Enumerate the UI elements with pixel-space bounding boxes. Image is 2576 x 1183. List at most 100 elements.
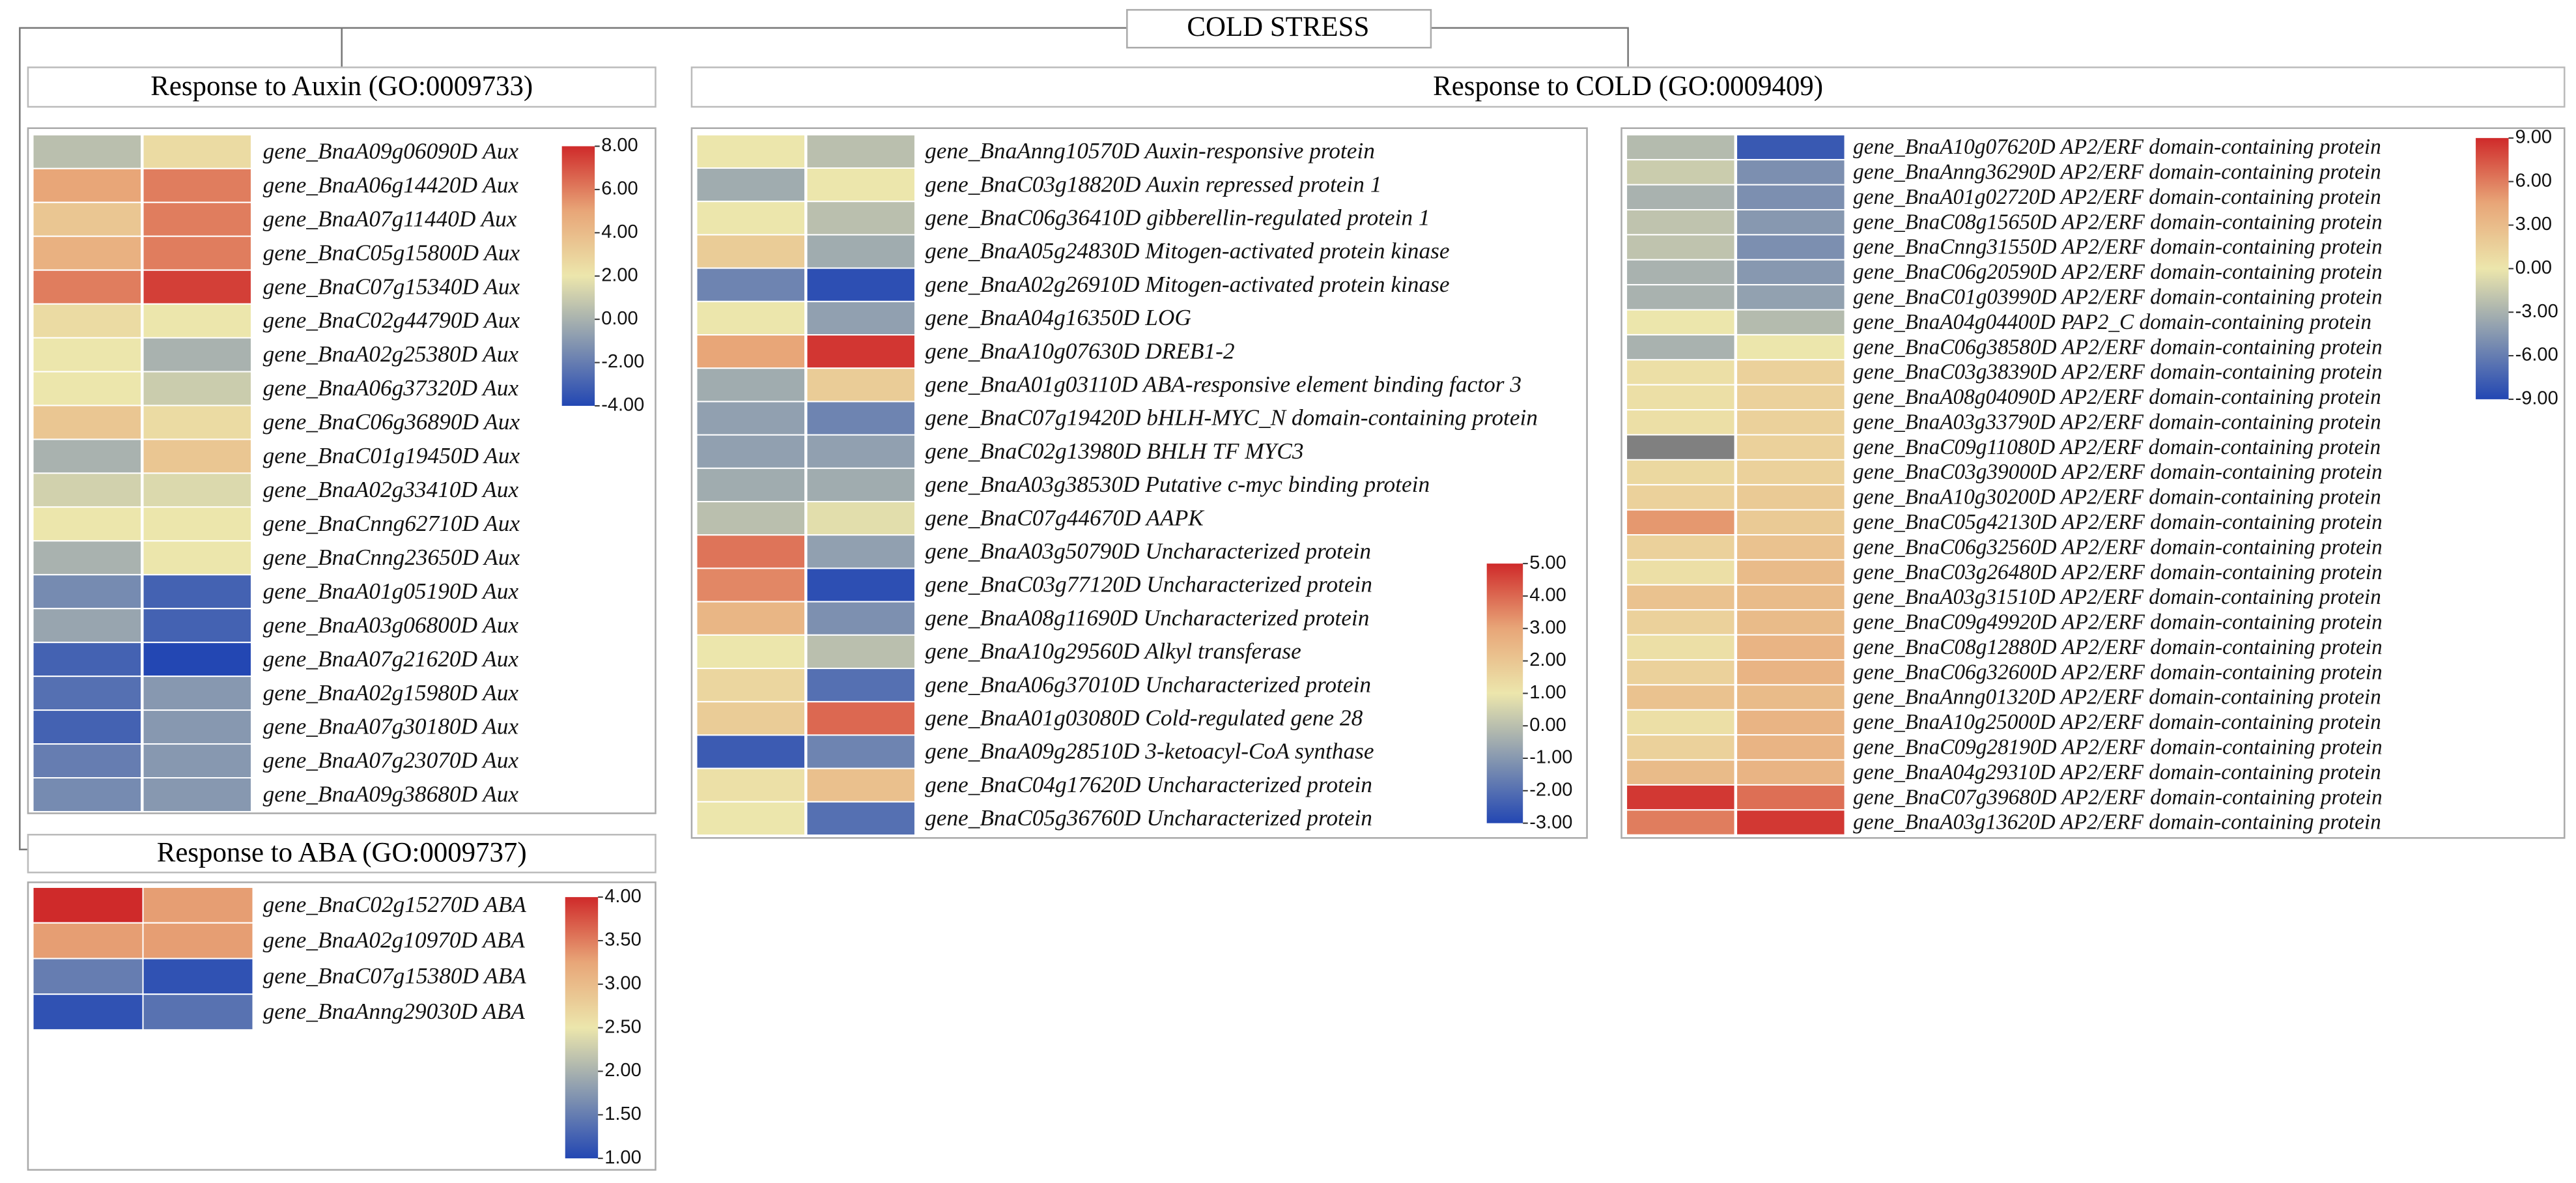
row-label: gene_BnaA04g16350D LOG (925, 305, 1191, 330)
heatmap-cell (1626, 259, 1736, 286)
row-label: gene_BnaA02g26910D Mitogen-activated pro… (925, 272, 1449, 297)
heatmap-cell (806, 534, 916, 569)
heatmap-cell (1626, 759, 1736, 786)
heatmap-cell (32, 709, 142, 745)
heatmap-cell (1736, 709, 1846, 736)
colorbar-tick-label: 3.00 (1529, 617, 1566, 638)
heatmap-cell (1736, 759, 1846, 786)
row-label: gene_BnaA10g25000D AP2/ERF domain-contai… (1853, 710, 2381, 734)
heatmap-cell (142, 167, 252, 203)
heatmap-cell (696, 767, 806, 803)
row-label: gene_BnaC06g20590D AP2/ERF domain-contai… (1853, 260, 2383, 284)
row-label: gene_BnaAnng01320D AP2/ERF domain-contai… (1853, 685, 2381, 709)
heatmap-cell (142, 235, 252, 271)
colorbar-tick-label: 2.50 (604, 1016, 641, 1037)
heatmap-cell (1626, 809, 1736, 836)
row-label: gene_BnaA01g02720D AP2/ERF domain-contai… (1853, 185, 2381, 209)
heatmap-cell (696, 300, 806, 336)
row-label: gene_BnaC03g39000D AP2/ERF domain-contai… (1853, 460, 2383, 484)
heatmap-cell (696, 734, 806, 769)
heatmap-cell (1736, 734, 1846, 761)
row-label: gene_BnaC06g32560D AP2/ERF domain-contai… (1853, 535, 2383, 559)
colorbar-tick-label: 4.00 (1529, 585, 1566, 606)
row-label: gene_BnaC07g39680D AP2/ERF domain-contai… (1853, 785, 2383, 809)
heatmap-cell (1736, 234, 1846, 261)
heatmap-cell (1626, 434, 1736, 461)
heatmap-cell (1626, 609, 1736, 636)
row-label: gene_BnaC07g15340D Aux (263, 274, 520, 299)
colorbar-tick-label: 2.00 (604, 1060, 641, 1081)
panel-title: Response to ABA (GO:0009737) (157, 838, 527, 868)
colorbar-tick-label: -2.00 (601, 351, 644, 372)
row-label: gene_BnaA03g13620D AP2/ERF domain-contai… (1853, 810, 2381, 834)
row-label: gene_BnaAnng10570D Auxin-responsive prot… (925, 138, 1375, 164)
row-label: gene_BnaC09g28190D AP2/ERF domain-contai… (1853, 735, 2383, 759)
heatmap-cell (696, 601, 806, 636)
heatmap-cell (696, 234, 806, 269)
heatmap-cell (806, 467, 916, 503)
colorbar (565, 897, 599, 1159)
row-label: gene_BnaC06g38580D AP2/ERF domain-contai… (1853, 335, 2383, 359)
heatmap-cell (696, 634, 806, 670)
colorbar-tick-label: 3.50 (604, 930, 641, 950)
heatmap-cell (806, 501, 916, 536)
heatmap-cell (142, 886, 254, 924)
panel-title-box (690, 66, 2566, 108)
row-label: gene_BnaA03g33790D AP2/ERF domain-contai… (1853, 410, 2381, 434)
heatmap-cell (32, 303, 142, 339)
row-label: gene_BnaC09g11080D AP2/ERF domain-contai… (1853, 435, 2381, 459)
heatmap-cell (806, 567, 916, 603)
title-box (1126, 8, 1432, 49)
heatmap-cell (806, 434, 916, 469)
heatmap-cell (32, 642, 142, 677)
heatmap-cell (32, 540, 142, 576)
heatmap-cell (696, 701, 806, 736)
colorbar-tick-label: -9.00 (2515, 388, 2558, 409)
row-label: gene_BnaC06g32600D AP2/ERF domain-contai… (1853, 660, 2383, 684)
heatmap-cell (142, 574, 252, 610)
heatmap-cell (142, 201, 252, 237)
heatmap-cell (32, 743, 142, 779)
heatmap-cell (1626, 734, 1736, 761)
colorbar-tick-label: 0.00 (601, 308, 638, 329)
colorbar-tick-label: 4.00 (601, 221, 638, 242)
colorbar-tick-label: 5.00 (1529, 552, 1566, 573)
figure-title: COLD STRESS (1187, 12, 1369, 42)
heatmap-cell (1626, 709, 1736, 736)
heatmap-cell (696, 801, 806, 836)
heatmap-cell (1626, 384, 1736, 411)
heatmap-cell (1626, 359, 1736, 386)
colorbar-tick-label: 2.00 (601, 264, 638, 285)
heatmap-cell (806, 668, 916, 703)
row-label: gene_BnaA09g38680D Aux (263, 782, 519, 807)
heatmap-cell (32, 337, 142, 373)
heatmap-cell (1736, 384, 1846, 411)
heatmap-cell (32, 922, 144, 960)
row-label: gene_BnaA03g31510D AP2/ERF domain-contai… (1853, 585, 2381, 609)
row-label: gene_BnaA01g03110D ABA-responsive elemen… (925, 371, 1522, 397)
heatmap-cell (1626, 534, 1736, 561)
heatmap-cell (806, 134, 916, 169)
heatmap-cell (1736, 584, 1846, 611)
heatmap-cell (1736, 159, 1846, 186)
connector (19, 27, 1127, 851)
row-label: gene_BnaA07g23070D Aux (263, 748, 519, 773)
heatmap-cell (1736, 609, 1846, 636)
heatmap-cell (142, 438, 252, 474)
heatmap-cell (696, 201, 806, 236)
connector (1430, 27, 1629, 68)
heatmap-cell (1626, 134, 1736, 161)
heatmap-cell (1626, 184, 1736, 210)
heatmap-cell (32, 958, 144, 995)
row-label: gene_BnaA03g50790D Uncharacterized prote… (925, 538, 1371, 563)
heatmap-cell (142, 371, 252, 406)
heatmap-cell (1736, 409, 1846, 436)
heatmap-cell (1626, 309, 1736, 335)
heatmap-cell (32, 608, 142, 644)
heatmap-cell (32, 235, 142, 271)
heatmap-cell (32, 405, 142, 440)
colorbar-tick-label: -3.00 (1529, 812, 1572, 833)
heatmap-cell (32, 134, 142, 169)
heatmap-cell (1626, 509, 1736, 536)
